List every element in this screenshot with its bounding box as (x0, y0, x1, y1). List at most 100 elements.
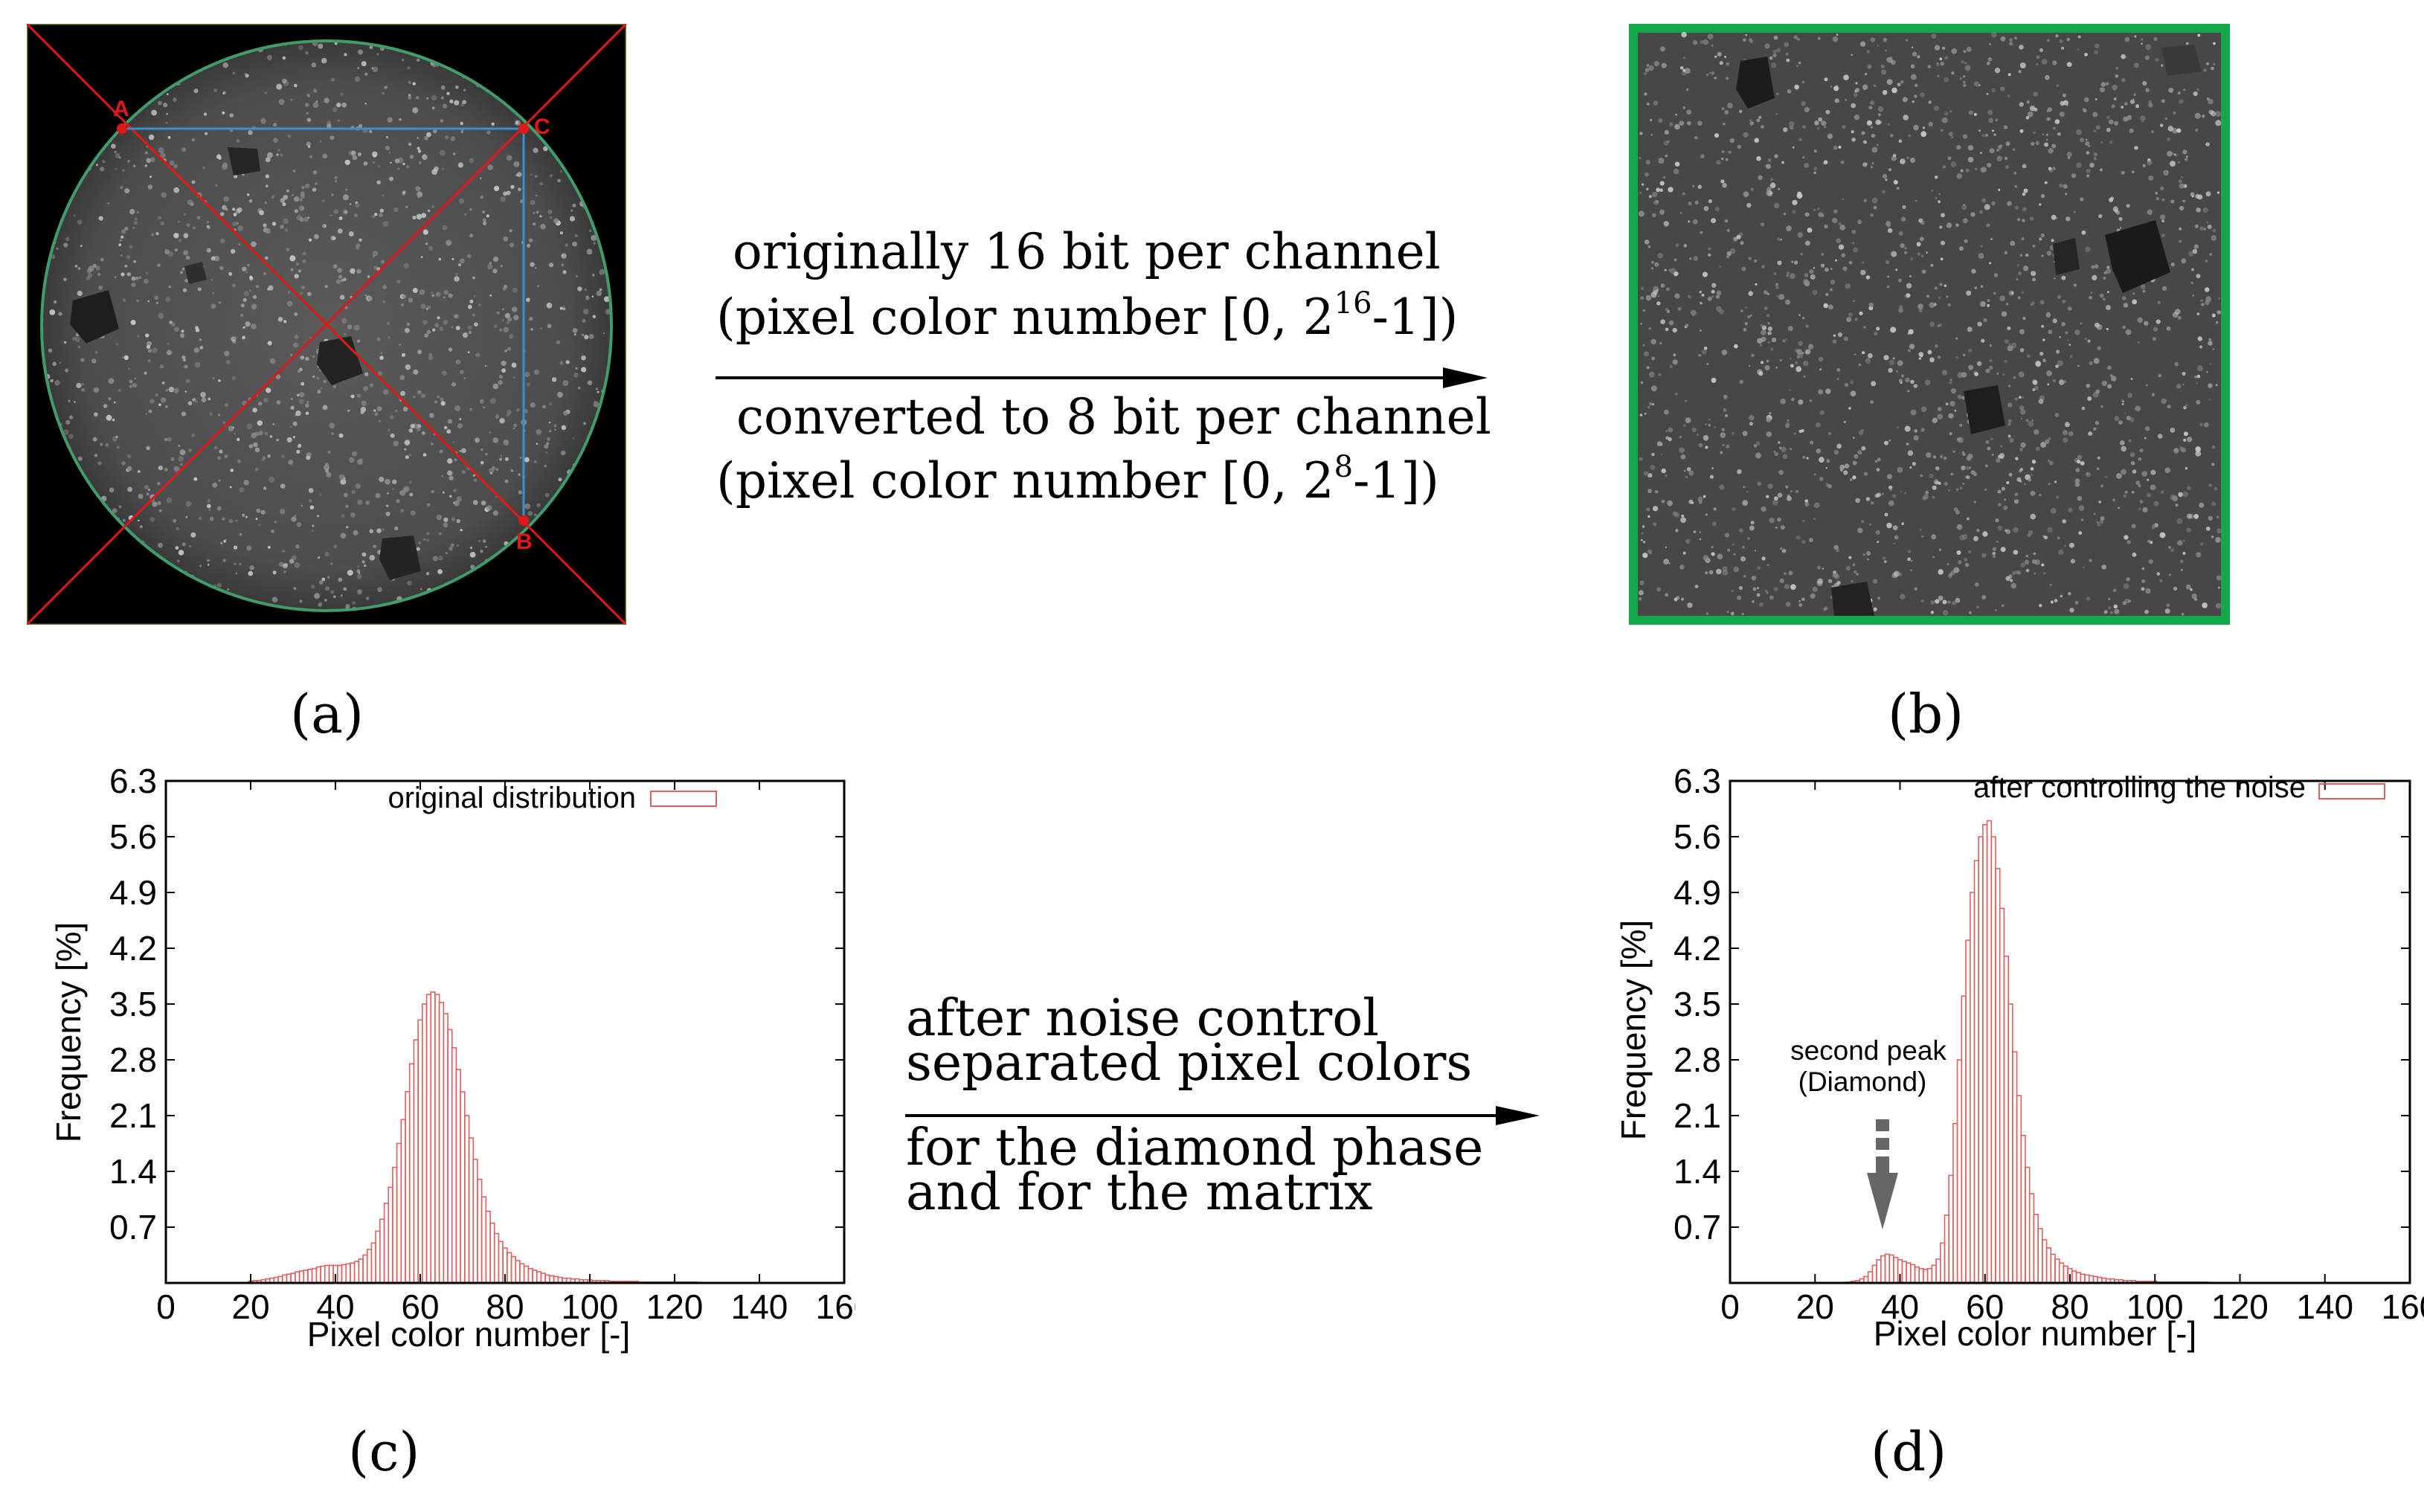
second-peak-annotation-line2: (Diamond) (1798, 1067, 1927, 1097)
diagonal-line-2 (27, 24, 626, 625)
histogram-bar (1888, 1254, 1894, 1284)
arrow-top-line4-prefix: (pixel color number [0, 2 (716, 452, 1334, 509)
histogram-bar (1973, 860, 1979, 1284)
histogram-bar (375, 1230, 381, 1284)
panel-d-label: (d) (1871, 1421, 1947, 1483)
histogram-bar (2025, 1166, 2031, 1284)
histogram-bar (1906, 1262, 1912, 1284)
arrow-top-line2-sup: 16 (1334, 286, 1372, 321)
histogram-c: 0 20 40 60 80 100 120 140 160 0.7 1.4 2.1 2.8 3.5 4.2 4… (49, 762, 855, 1354)
histogram-bar (1884, 1253, 1890, 1284)
histogram-bar (2012, 1051, 2018, 1284)
histogram-bar (2003, 955, 2009, 1284)
histogram-c-x-axis-label: Pixel color number [-] (307, 1315, 631, 1354)
histogram-bar (477, 1178, 483, 1284)
histogram-bar (400, 1119, 406, 1284)
arrow-bottom (905, 1106, 1540, 1125)
histogram-bar (1914, 1266, 1920, 1284)
x-tick-label: 120 (646, 1287, 704, 1326)
y-tick-label: 0.7 (1674, 1208, 1721, 1246)
y-tick-label: 4.2 (109, 929, 157, 968)
histogram-bar (1871, 1264, 1877, 1284)
y-tick-label: 0.7 (109, 1208, 157, 1246)
x-tick-label: 0 (1720, 1287, 1740, 1326)
arrow-top-line2-suffix: -1]) (1372, 289, 1459, 346)
histogram-bar (2037, 1228, 2043, 1284)
histogram-bar (1948, 1174, 1954, 1284)
histogram-bar (2063, 1265, 2068, 1284)
y-tick-label: 1.4 (1674, 1152, 1721, 1191)
arrow-top-line2-prefix: (pixel color number [0, 2 (716, 289, 1334, 346)
histogram-bar (1876, 1259, 1882, 1284)
histogram-bar (544, 1274, 550, 1284)
histogram-c-y-axis-label: Frequency [%] (49, 922, 88, 1143)
point-b-marker (518, 515, 529, 526)
histogram-bar (290, 1273, 296, 1284)
histogram-bar (1926, 1267, 1933, 1284)
histogram-c-legend-swatch (650, 791, 717, 807)
histogram-bar (2028, 1193, 2035, 1284)
x-tick-label: 20 (1796, 1287, 1834, 1326)
histogram-d-x-axis-label: Pixel color number [-] (1874, 1314, 2197, 1353)
x-tick-label: 60 (401, 1287, 439, 1326)
histogram-bar (1961, 995, 1967, 1284)
x-tick-label: 140 (731, 1287, 788, 1326)
point-c-marker (518, 123, 529, 134)
histogram-bar (455, 1069, 461, 1284)
histogram-bar (460, 1091, 466, 1284)
histogram-bar (2075, 1272, 2082, 1284)
x-tick-label: 60 (1966, 1287, 2004, 1326)
histogram-bar (2080, 1273, 2086, 1284)
histogram-d-legend-swatch (2318, 783, 2385, 800)
histogram-bar (1867, 1271, 1874, 1284)
histogram-bar (341, 1264, 347, 1284)
histogram-bar (485, 1210, 491, 1284)
histogram-c-legend-label: original distribution (388, 782, 636, 814)
panel-c-label: (c) (348, 1421, 420, 1483)
point-c-label: C (534, 115, 550, 139)
point-b-label: B (516, 530, 533, 554)
y-tick-label: 1.4 (109, 1152, 157, 1191)
y-tick-label: 6.3 (1674, 762, 1721, 800)
histogram-bar (1969, 892, 1975, 1284)
histogram-bar (1956, 1059, 1963, 1284)
histogram-bar (1995, 868, 2001, 1284)
histogram-bar (2033, 1214, 2039, 1284)
histogram-bar (1965, 939, 1971, 1284)
histogram-bar (2054, 1258, 2060, 1284)
histogram-bar (464, 1115, 470, 1284)
disc-edge (40, 39, 613, 612)
histogram-bar (1986, 820, 1993, 1284)
histogram-bar (358, 1258, 364, 1284)
x-tick-label: 80 (2051, 1287, 2089, 1326)
y-tick-label: 5.6 (109, 817, 157, 856)
histogram-d-ticks: 0 20 40 60 80 100 120 140 160 0.7 1.4 2.1 2.8 3.5 4.2 4… (1674, 762, 2424, 1326)
histogram-bar (1935, 1258, 1941, 1284)
arrow-bottom-line3: for the diamond phase (906, 1119, 1484, 1177)
histogram-bar (2071, 1270, 2077, 1284)
histogram-bar (2016, 1095, 2022, 1284)
histogram-bar (1880, 1255, 1886, 1284)
histogram-bar (1999, 907, 2005, 1284)
histogram-bar (413, 1039, 419, 1284)
y-tick-label: 3.5 (1674, 985, 1721, 1023)
panel-b-image (1629, 24, 2230, 625)
histogram-bar (1909, 1264, 1916, 1284)
arrow-top-line1: originally 16 bit per channel (733, 223, 1441, 280)
histogram-bar (480, 1196, 487, 1284)
point-a-label: A (113, 97, 129, 121)
second-peak-arrow-icon (1867, 1119, 1898, 1229)
arrow-top-line2: (pixel color number [0, 216-1]) (716, 289, 1458, 342)
y-tick-label: 5.6 (1674, 817, 1721, 856)
histogram-bar (1978, 836, 1984, 1284)
histogram-d-y-axis-label: Frequency [%] (1614, 920, 1653, 1141)
histogram-bar (1893, 1256, 1899, 1284)
histogram-bar (523, 1265, 530, 1284)
x-tick-label: 160 (816, 1287, 855, 1326)
x-tick-label: 120 (2211, 1287, 2269, 1326)
histogram-d: 0 20 40 60 80 100 120 140 160 0.7 1.4 2.1 2.8 3.5 4.2 4… (1614, 762, 2424, 1353)
histogram-bar (2042, 1239, 2048, 1284)
second-peak-annotation-line1: second peak (1790, 1035, 1946, 1066)
arrow-top-line4-suffix: -1]) (1353, 452, 1439, 509)
histogram-bar (2058, 1262, 2065, 1284)
